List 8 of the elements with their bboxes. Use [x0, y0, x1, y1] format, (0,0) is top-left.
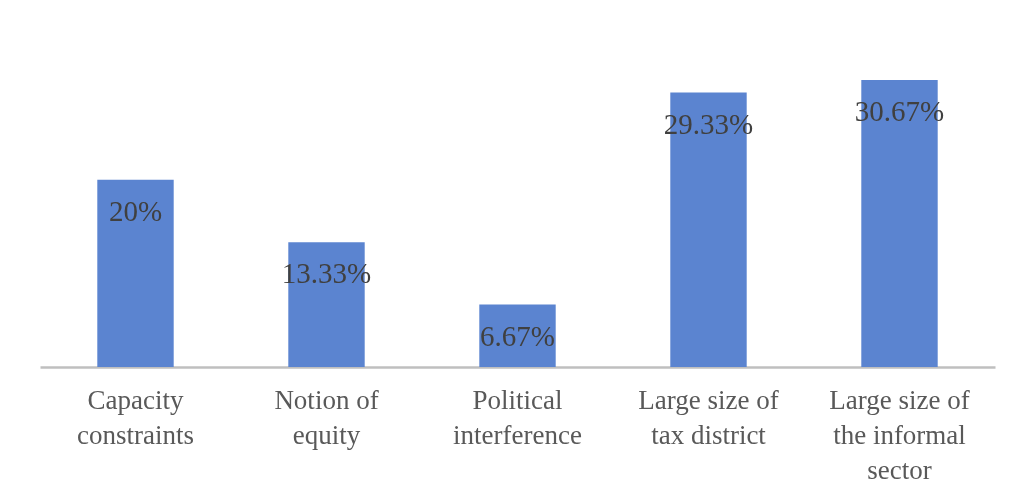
- x-tick-label: Large size of the informal sector: [829, 384, 970, 485]
- x-tick-label: Large size of tax district: [638, 384, 779, 450]
- x-tick-label: Political interference: [453, 384, 582, 450]
- data-label: 6.67%: [480, 319, 555, 352]
- x-tick-label: Capacity constraints: [77, 384, 194, 450]
- bar: [97, 179, 174, 367]
- x-tick-label: Notion of equity: [274, 384, 379, 450]
- data-label: 20%: [108, 194, 163, 227]
